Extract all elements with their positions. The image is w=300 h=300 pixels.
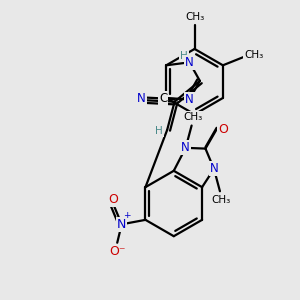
Text: O⁻: O⁻ <box>109 244 125 258</box>
Text: H: H <box>180 51 188 61</box>
Text: CH₃: CH₃ <box>244 50 263 60</box>
Text: CH₃: CH₃ <box>184 112 203 122</box>
Text: N: N <box>137 92 146 105</box>
Text: N: N <box>185 93 194 106</box>
Text: CH₃: CH₃ <box>185 12 204 22</box>
Text: N: N <box>210 162 218 176</box>
Text: H: H <box>155 126 163 136</box>
Text: N: N <box>117 218 126 231</box>
Text: O: O <box>218 123 228 136</box>
Text: CH₃: CH₃ <box>212 195 231 205</box>
Text: C: C <box>159 92 167 105</box>
Text: +: + <box>123 212 131 220</box>
Text: O: O <box>108 193 118 206</box>
Text: N: N <box>181 141 190 154</box>
Text: N: N <box>185 56 194 69</box>
